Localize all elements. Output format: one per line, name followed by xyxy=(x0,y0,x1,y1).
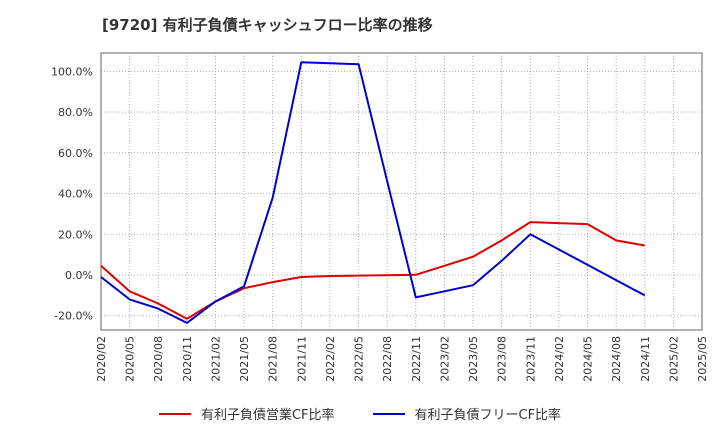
chart-title: [9720] 有利子負債キャッシュフロー比率の推移 xyxy=(102,16,433,34)
x-tick-label: 2024/02 xyxy=(553,336,566,382)
x-tick-label: 2024/08 xyxy=(610,336,623,382)
x-tick-label: 2021/02 xyxy=(209,336,222,382)
x-tick-label: 2020/02 xyxy=(95,336,108,382)
series-line-1 xyxy=(100,221,645,320)
x-tick-label: 2024/05 xyxy=(582,336,595,382)
x-tick-label: 2020/05 xyxy=(124,336,137,382)
x-tick-label: 2021/11 xyxy=(295,336,308,382)
x-tick-label: 2023/08 xyxy=(496,336,509,382)
y-tick-label: 20.0% xyxy=(58,228,93,241)
x-tick-label: 2022/05 xyxy=(353,336,366,382)
x-tick-label: 2020/11 xyxy=(181,336,194,382)
y-tick-label: 100.0% xyxy=(51,65,93,78)
y-tick-label: 80.0% xyxy=(58,106,93,119)
series-line-2 xyxy=(100,61,646,324)
x-tick-label: 2023/02 xyxy=(438,336,451,382)
x-axis-ticks: 2020/02 2020/05 2020/08 2020/11 2021/02 2021/… xyxy=(95,336,709,382)
y-tick-label: 0.0% xyxy=(65,269,93,282)
legend-label-series-2: 有利子負債フリーCF比率 xyxy=(414,408,562,423)
x-tick-label: 2021/05 xyxy=(238,336,251,382)
y-axis-ticks: 100.0% 80.0% 60.0% 40.0% 20.0% 0.0% -20.0% xyxy=(51,65,93,322)
y-tick-label: 40.0% xyxy=(58,188,93,201)
x-tick-label: 2025/02 xyxy=(667,336,680,382)
series xyxy=(100,61,646,324)
x-tick-label: 2023/11 xyxy=(524,336,537,382)
x-tick-label: 2024/11 xyxy=(639,336,652,382)
x-tick-label: 2022/08 xyxy=(381,336,394,382)
legend: 有利子負債営業CF比率 有利子負債フリーCF比率 xyxy=(0,404,720,423)
x-tick-label: 2025/05 xyxy=(696,336,709,382)
x-tick-label: 2022/11 xyxy=(410,336,423,382)
x-tick-label: 2022/02 xyxy=(324,336,337,382)
legend-item-series-2: 有利子負債フリーCF比率 xyxy=(372,404,562,423)
x-tick-label: 2021/08 xyxy=(267,336,280,382)
legend-label-series-1: 有利子負債営業CF比率 xyxy=(200,408,335,423)
x-tick-label: 2020/08 xyxy=(152,336,165,382)
legend-swatch-red xyxy=(158,412,191,415)
y-tick-label: -20.0% xyxy=(54,310,93,323)
legend-swatch-blue xyxy=(372,412,405,415)
plot-area xyxy=(100,52,703,331)
legend-item-series-1: 有利子負債営業CF比率 xyxy=(158,404,335,423)
y-tick-label: 60.0% xyxy=(58,147,93,160)
grid xyxy=(101,53,702,330)
x-tick-label: 2023/05 xyxy=(467,336,480,382)
